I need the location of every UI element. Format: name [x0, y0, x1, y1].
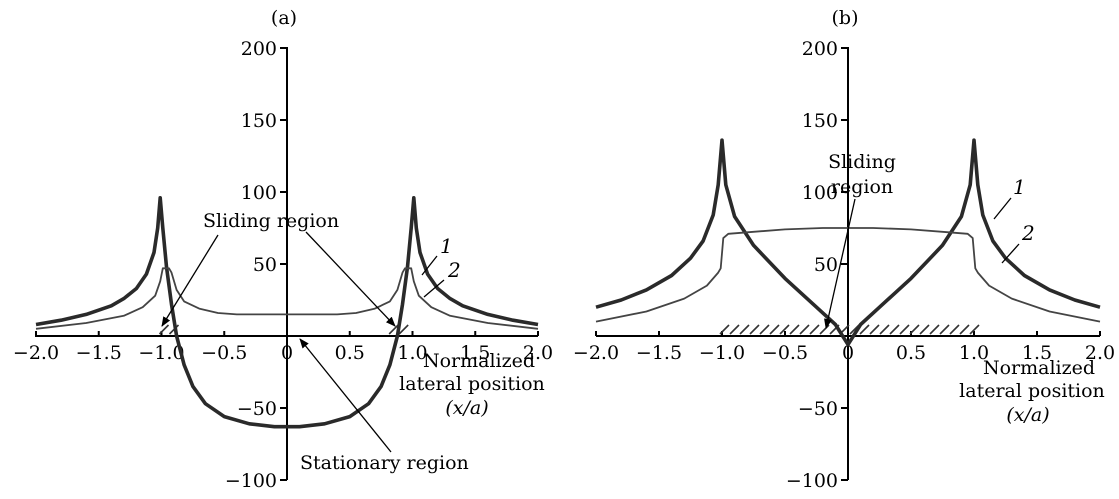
- curves: [35, 196, 539, 429]
- y-tick-label: 150: [241, 110, 277, 132]
- hatch-stroke: [959, 324, 970, 335]
- x-tick-label: −0.5: [201, 342, 247, 364]
- x-tick-label: −1.5: [76, 342, 122, 364]
- sliding-label-line-1: Sliding: [828, 151, 896, 173]
- hatch-stroke: [819, 324, 830, 335]
- x-tick-label: 0.5: [335, 342, 365, 364]
- hatch-stroke: [388, 324, 399, 335]
- y-tick-label: −100: [786, 470, 838, 492]
- hatch-stroke: [869, 324, 880, 335]
- tag-pointer-2: [1001, 243, 1020, 264]
- y-tick-label: 200: [802, 38, 838, 60]
- hatch-stroke: [719, 324, 730, 335]
- sliding-hatch: [158, 324, 409, 335]
- xlabel-line-2: lateral position: [959, 380, 1105, 402]
- y-tick-label: −50: [237, 398, 277, 420]
- xlabel-line-1: Normalized: [423, 350, 535, 372]
- hatch-stroke: [809, 324, 820, 335]
- tag-pointer-1: [421, 255, 438, 276]
- x-tick-label: −1.5: [636, 342, 682, 364]
- hatch-stroke: [899, 324, 910, 335]
- panel-a: (a) −2.0 −1.5 −1.0 −0.5 0 0.5 1.0 1.5 2.0 200150…: [13, 7, 553, 492]
- x-tick-label: 1.5: [460, 342, 490, 364]
- y-tick-label: −50: [798, 398, 838, 420]
- hatch-stroke: [769, 324, 780, 335]
- x-tick-label: −0.5: [762, 342, 808, 364]
- arrow-sliding: [824, 198, 856, 329]
- series-1-line: [595, 138, 1101, 347]
- y-tick-label: 50: [814, 254, 838, 276]
- xlabel-line-1: Normalized: [983, 357, 1095, 379]
- xlabel-line-3: (x/a): [445, 397, 488, 419]
- series-tag-2: 2: [447, 258, 461, 282]
- sliding-label-line-2: region: [831, 176, 893, 198]
- arrow-right: [305, 231, 396, 327]
- hatch-stroke: [759, 324, 770, 335]
- y-tick-label: 100: [802, 182, 838, 204]
- x-ticks: −2.0 −1.5 −1.0 −0.5 0 0.5 1.0 1.5 2.0: [573, 331, 1115, 364]
- x-tick-label: −2.0: [13, 342, 59, 364]
- stationary-region-label: Stationary region: [300, 452, 469, 474]
- x-tick-label: −1.0: [138, 342, 184, 364]
- x-tick-label: 2.0: [1085, 342, 1115, 364]
- y-tick-label: 200: [241, 38, 277, 60]
- series-tag-1: 1: [440, 234, 453, 258]
- tag-pointer-2: [423, 279, 445, 298]
- hatch-stroke: [939, 324, 950, 335]
- series-tag-2: 2: [1021, 221, 1035, 245]
- y-tick-label: 50: [253, 254, 277, 276]
- hatch-stroke: [929, 324, 940, 335]
- x-tick-label: 0: [842, 342, 854, 364]
- x-tick-label: 0.5: [896, 342, 926, 364]
- panel-label: (b): [832, 7, 859, 29]
- hatch-stroke: [779, 324, 790, 335]
- panel-b: (b) −2.0 −1.5 −1.0 −0.5 0 0.5 1.0 1.5 2.0 200150…: [573, 7, 1115, 492]
- arrow-left: [161, 234, 219, 327]
- hatch-stroke: [789, 324, 800, 335]
- x-tick-label: −2.0: [573, 342, 619, 364]
- y-tick-label: 100: [241, 182, 277, 204]
- x-ticks: −2.0 −1.5 −1.0 −0.5 0 0.5 1.0 1.5 2.0: [13, 331, 553, 364]
- arrow-stationary: [299, 338, 392, 453]
- hatch-stroke: [799, 324, 810, 335]
- y-ticks: 200 150 100 50 −50 −100: [225, 38, 287, 492]
- x-tick-label: 1.5: [1022, 342, 1052, 364]
- y-tick-label: 150: [802, 110, 838, 132]
- x-tick-label: 1.0: [959, 342, 989, 364]
- hatch-stroke: [158, 324, 170, 335]
- x-tick-label: 0: [281, 342, 293, 364]
- series-2-line: [35, 267, 539, 330]
- tag-pointer-1: [993, 197, 1012, 220]
- hatch-stroke: [909, 324, 920, 335]
- x-tick-label: −1.0: [699, 342, 745, 364]
- hatch-stroke: [729, 324, 740, 335]
- hatch-stroke: [749, 324, 760, 335]
- hatch-stroke: [879, 324, 890, 335]
- xlabel-line-3: (x/a): [1006, 404, 1049, 426]
- series-tag-1: 1: [1013, 175, 1026, 199]
- hatch-stroke: [889, 324, 900, 335]
- hatch-stroke: [949, 324, 960, 335]
- y-tick-label: −100: [225, 470, 277, 492]
- xlabel-line-2: lateral position: [399, 373, 545, 395]
- hatch-stroke: [919, 324, 930, 335]
- y-ticks: 200 150 100 50 −50 −100: [786, 38, 848, 492]
- hatch-stroke: [739, 324, 750, 335]
- panel-label: (a): [271, 7, 297, 29]
- x-tick-label: 2.0: [523, 342, 553, 364]
- hatch-stroke: [969, 324, 980, 335]
- hatch-stroke: [398, 324, 409, 335]
- series-1-line: [35, 196, 539, 429]
- hatch-stroke: [859, 324, 870, 335]
- x-tick-label: 1.0: [397, 342, 427, 364]
- sliding-region-label: Sliding region: [203, 210, 339, 232]
- sliding-hatch: [719, 324, 980, 335]
